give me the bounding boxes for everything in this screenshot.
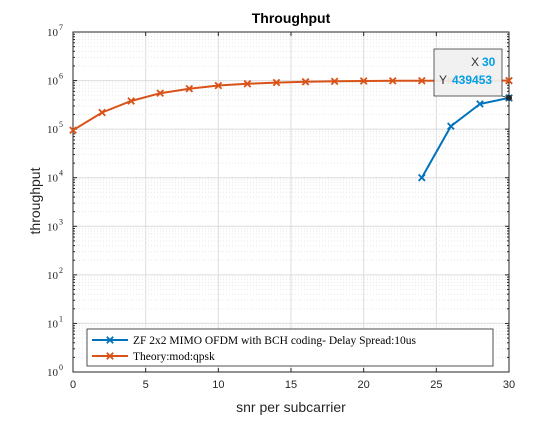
legend-entry-label: Theory:mod:qpsk xyxy=(133,351,215,363)
y-tick-exponent: 2 xyxy=(59,266,63,275)
y-tick-label: 10 xyxy=(47,27,59,39)
y-tick-exponent: 3 xyxy=(59,217,63,226)
data-point-marker xyxy=(243,79,252,88)
y-tick-exponent: 4 xyxy=(59,169,63,178)
y-tick-label: 10 xyxy=(47,124,59,136)
data-point-marker xyxy=(417,173,426,182)
datatip-x-value: 30 xyxy=(482,55,496,69)
series-line xyxy=(420,96,510,179)
y-tick-exponent: 1 xyxy=(59,314,63,323)
y-tick-label: 10 xyxy=(47,76,59,88)
y-tick-exponent: 6 xyxy=(59,72,63,81)
y-tick-exponent: 5 xyxy=(59,120,63,129)
data-point-marker xyxy=(447,122,455,131)
x-tick-label: 25 xyxy=(430,379,442,391)
data-point-marker xyxy=(214,81,223,90)
data-point-marker xyxy=(156,89,165,98)
data-point-marker xyxy=(272,78,281,87)
datatip-y-value: 439453 xyxy=(452,73,492,87)
legend-entry-label: ZF 2x2 MIMO OFDM with BCH coding- Delay … xyxy=(133,335,417,347)
y-tick-exponent: 0 xyxy=(59,363,63,372)
y-tick-label: 10 xyxy=(47,318,59,330)
x-tick-label: 0 xyxy=(70,379,76,391)
datatip-x-label: X xyxy=(471,55,479,69)
data-point-marker xyxy=(388,76,397,85)
y-axis-label: throughput xyxy=(27,167,43,234)
y-tick-label: 10 xyxy=(47,367,59,379)
data-point-marker xyxy=(505,76,513,85)
data-point-marker xyxy=(417,76,426,85)
x-axis-label: snr per subcarrier xyxy=(236,399,346,415)
x-tick-label: 5 xyxy=(143,379,149,391)
legend-box xyxy=(86,328,494,367)
y-tick-label: 10 xyxy=(47,270,59,282)
x-tick-label: 10 xyxy=(212,379,224,391)
legend: ZF 2x2 MIMO OFDM with BCH coding- Delay … xyxy=(86,328,494,367)
x-tick-label: 30 xyxy=(503,379,515,391)
datatip-pointer xyxy=(501,95,510,99)
datatip-box xyxy=(433,48,503,97)
chart-title: Throughput xyxy=(252,10,331,26)
y-tick-exponent: 7 xyxy=(59,23,63,32)
datatip-y-label: Y xyxy=(439,73,447,87)
x-tick-label: 20 xyxy=(358,379,370,391)
legend-marker xyxy=(106,336,114,344)
data-point-marker xyxy=(185,84,194,93)
data-point-marker xyxy=(330,77,339,86)
data-point-marker xyxy=(359,77,368,85)
x-tick-label: 15 xyxy=(285,379,297,391)
data-point-marker xyxy=(98,108,106,117)
data-point-marker xyxy=(476,100,484,108)
data-point-marker xyxy=(127,97,135,105)
y-tick-label: 10 xyxy=(47,173,59,185)
data-point-marker xyxy=(301,77,310,86)
data-point-marker xyxy=(69,126,77,135)
legend-marker xyxy=(106,352,114,360)
y-tick-label: 10 xyxy=(47,221,59,233)
